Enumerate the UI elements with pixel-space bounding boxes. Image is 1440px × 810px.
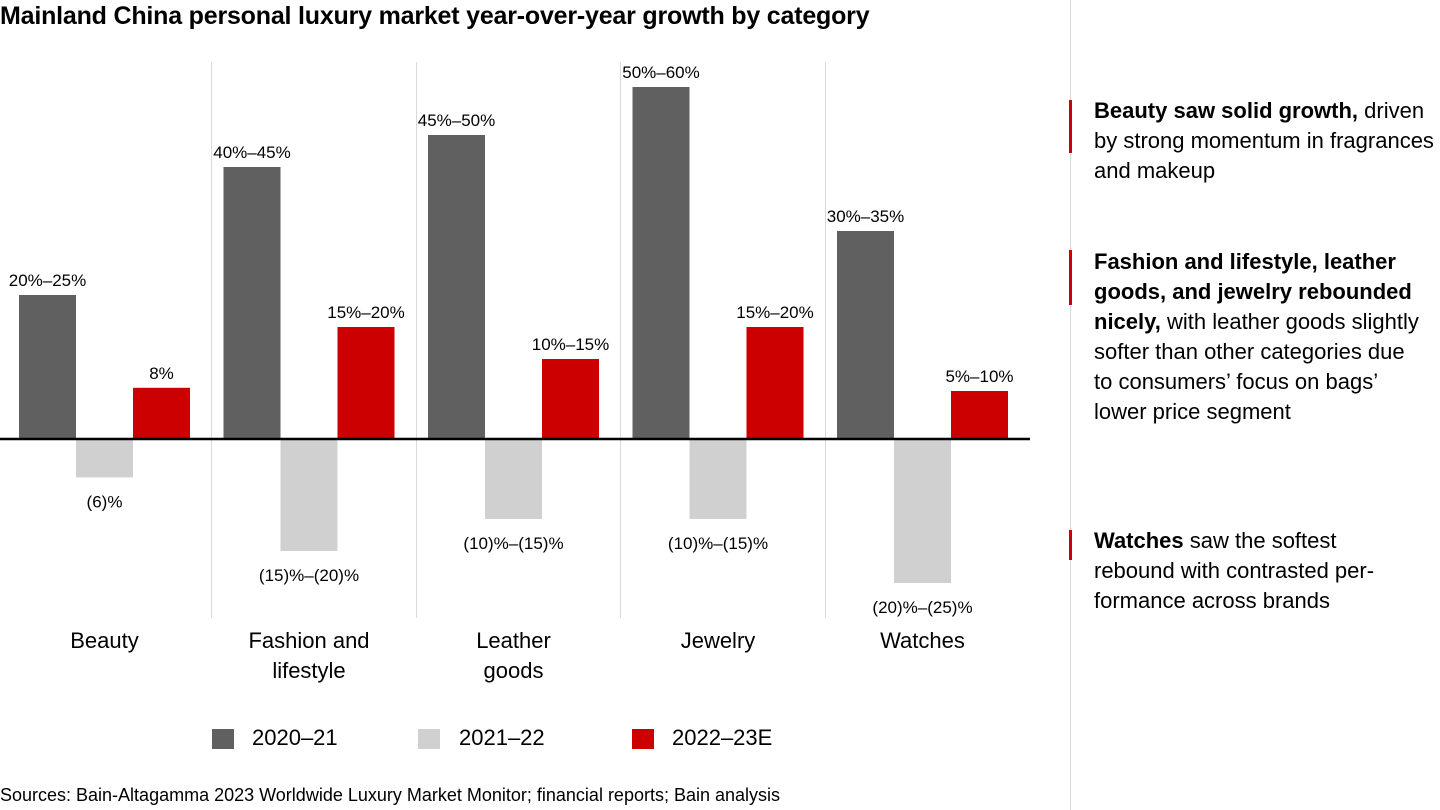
category-label: goods xyxy=(484,658,544,683)
legend-label-2020-21: 2020–21 xyxy=(252,725,338,750)
bar-chart: 20%–25% (6)% 8% Beauty 40%–45% (15)%–(20)% 15%… xyxy=(0,62,1030,683)
note-accent-bar xyxy=(1069,250,1072,305)
data-label: 20%–25% xyxy=(9,271,87,290)
bar-2022–23E-watches xyxy=(951,391,1008,439)
legend-swatch-2021-22 xyxy=(418,729,440,749)
note-rebound: Fashion and lifestyle, leather goods, an… xyxy=(1094,247,1424,427)
bar-2020–21-watches xyxy=(837,231,894,439)
data-label: 5%–10% xyxy=(945,367,1013,386)
source-note: Sources: Bain-Altagamma 2023 Worldwide L… xyxy=(0,785,781,805)
bar-2021–22-leather-goods xyxy=(485,439,542,519)
panel-divider xyxy=(1070,0,1071,810)
data-label: 40%–45% xyxy=(213,143,291,162)
data-label: 15%–20% xyxy=(736,303,814,322)
data-label: (6)% xyxy=(87,492,123,511)
note-text: with leather goods slightly softer than … xyxy=(1094,309,1419,424)
category-label: Jewelry xyxy=(681,628,756,653)
data-label: 15%–20% xyxy=(327,303,405,322)
note-bold: Beauty saw solid growth, xyxy=(1094,98,1359,123)
data-label: (20)%–(25)% xyxy=(872,598,972,617)
note-bold: Watches xyxy=(1094,528,1184,553)
data-label: 30%–35% xyxy=(827,207,905,226)
category-label: Beauty xyxy=(70,628,139,653)
legend-label-2022-23e: 2022–23E xyxy=(672,725,773,750)
bar-2021–22-beauty xyxy=(76,439,133,478)
bar-2020–21-fashion-and-lifestyle xyxy=(223,167,281,439)
data-label: (15)%–(20)% xyxy=(259,566,359,585)
bar-2021–22-fashion-and-lifestyle xyxy=(280,439,338,551)
chart-title: Mainland China personal luxury market ye… xyxy=(0,2,870,30)
bar-2020–21-leather-goods xyxy=(428,135,485,439)
bar-2021–22-watches xyxy=(894,439,951,583)
bar-2022–23E-jewelry xyxy=(746,327,804,439)
data-label: (10)%–(15)% xyxy=(463,534,563,553)
note-accent-bar xyxy=(1069,100,1072,153)
category-label: lifestyle xyxy=(272,658,345,683)
note-beauty: Beauty saw solid growth, driven by stron… xyxy=(1094,96,1439,186)
data-label: 8% xyxy=(149,364,174,383)
category-label: Leather xyxy=(476,628,551,653)
legend-swatch-2020-21 xyxy=(212,729,234,749)
legend-swatch-2022-23e xyxy=(632,729,654,749)
note-watches: Watches saw the softest rebound with con… xyxy=(1094,526,1414,616)
note-bold: Fashion and lifestyle, leather goods, an… xyxy=(1094,249,1412,334)
bar-2022–23E-leather-goods xyxy=(542,359,599,439)
bar-2020–21-beauty xyxy=(19,295,76,439)
bar-2021–22-jewelry xyxy=(689,439,747,519)
category-label: Watches xyxy=(880,628,965,653)
note-text: driven by strong momentum in fragrances … xyxy=(1094,98,1434,183)
note-text: saw the softest rebound with contrasted … xyxy=(1094,528,1375,613)
category-label: Fashion and xyxy=(248,628,369,653)
data-label: 10%–15% xyxy=(532,335,610,354)
data-label: (10)%–(15)% xyxy=(668,534,768,553)
bar-2022–23E-fashion-and-lifestyle xyxy=(337,327,395,439)
data-label: 50%–60% xyxy=(622,63,700,82)
bar-2020–21-jewelry xyxy=(632,87,690,439)
legend-label-2021-22: 2021–22 xyxy=(459,725,545,750)
bar-2022–23E-beauty xyxy=(133,387,190,439)
data-label: 45%–50% xyxy=(418,111,496,130)
note-accent-bar xyxy=(1069,530,1072,560)
